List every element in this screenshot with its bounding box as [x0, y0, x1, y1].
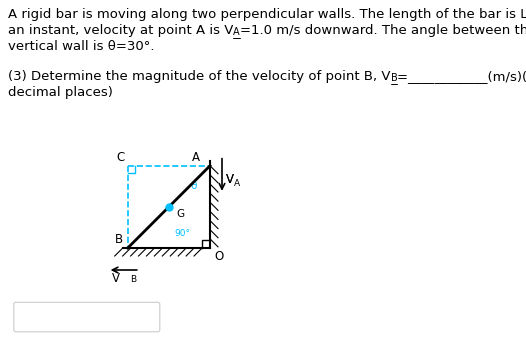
Text: =____________(m/s)(round to 3: =____________(m/s)(round to 3: [397, 70, 526, 83]
Text: G: G: [177, 209, 185, 219]
Text: =1.0 m/s downward. The angle between the bar and the: =1.0 m/s downward. The angle between the…: [240, 24, 526, 37]
Text: 90°: 90°: [174, 230, 190, 238]
Text: V: V: [226, 173, 234, 186]
Text: (3) Determine the magnitude of the velocity of point B, V: (3) Determine the magnitude of the veloc…: [8, 70, 390, 83]
Text: θ: θ: [191, 181, 197, 191]
Text: B: B: [130, 275, 136, 284]
Text: A: A: [234, 179, 240, 188]
Text: A: A: [234, 27, 240, 37]
Text: B: B: [115, 233, 123, 246]
Text: an instant, velocity at point A is V: an instant, velocity at point A is V: [8, 24, 234, 37]
FancyBboxPatch shape: [14, 302, 160, 332]
Text: C: C: [116, 151, 125, 164]
Text: A rigid bar is moving along two perpendicular walls. The length of the bar is L: A rigid bar is moving along two perpendi…: [8, 8, 526, 21]
Text: V: V: [112, 272, 120, 285]
Text: decimal places): decimal places): [8, 86, 113, 99]
Text: V: V: [226, 173, 234, 186]
Text: vertical wall is θ=30°.: vertical wall is θ=30°.: [8, 40, 155, 53]
Text: B: B: [390, 73, 397, 83]
Text: O: O: [214, 250, 223, 263]
Text: A: A: [192, 151, 200, 164]
